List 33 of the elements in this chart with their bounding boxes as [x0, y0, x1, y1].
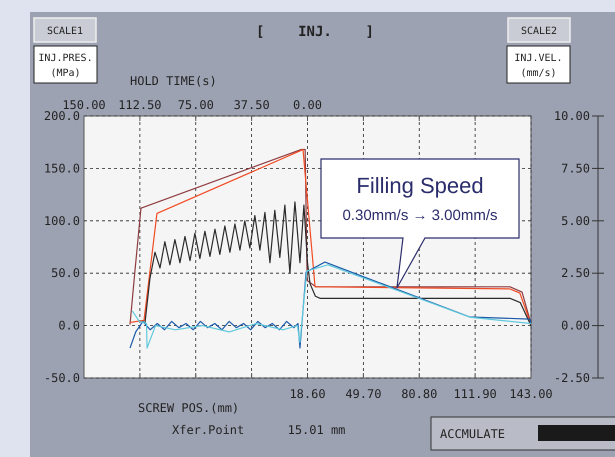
x-tick-label: 111.90	[453, 387, 497, 401]
y-tick-label: 50.0	[51, 266, 80, 280]
y2-tick-label: -2.50	[554, 371, 590, 385]
text: Xfer.Point 15.01 mm	[172, 423, 346, 437]
x2-tick-label: 150.00	[62, 98, 106, 112]
line-series	[129, 148, 531, 326]
x-tick-label: 49.70	[345, 387, 382, 401]
x2-tick-label: 75.00	[178, 98, 214, 112]
y-tick-label: 100.0	[44, 214, 80, 228]
x2-axis-title: HOLD TIME(s)	[130, 74, 217, 88]
x2-tick-label: 112.50	[118, 98, 162, 112]
text: ACCMULATE	[440, 427, 506, 441]
y-tick-label: 200.0	[44, 109, 80, 123]
x-axis-title: SCREW POS.(mm)	[138, 401, 240, 415]
y2-tick-label: 0.00	[561, 318, 590, 333]
annotation: Filling Speed 0.30mm/s → 3.00mm/s	[342, 173, 498, 224]
x-tick-label: 80.80	[401, 387, 438, 401]
y-tick-label: -50.0	[44, 371, 80, 385]
y2-tick-label: 2.50	[561, 266, 590, 280]
y2-tick-label: 10.00	[554, 109, 590, 123]
text: SCALE1	[46, 26, 84, 37]
x2-tick-label: 0.00	[293, 98, 322, 112]
x-tick-label: 18.60	[289, 387, 326, 401]
y2-axis-title: INJ.VEL. (mm/s)	[514, 53, 563, 79]
y2-tick-label: 7.50	[561, 161, 590, 176]
text: SCALE2	[520, 26, 558, 37]
y-tick-label: 150.0	[44, 161, 80, 176]
y-axis-title: INJ.PRES. (MPa)	[38, 53, 93, 79]
x-tick-label: 143.00	[509, 387, 553, 401]
y2-tick-label: 5.00	[561, 214, 590, 228]
y-tick-label: 0.0	[58, 318, 80, 333]
chart-title: [ INJ. ]	[256, 24, 374, 40]
x2-tick-label: 37.50	[234, 98, 270, 112]
